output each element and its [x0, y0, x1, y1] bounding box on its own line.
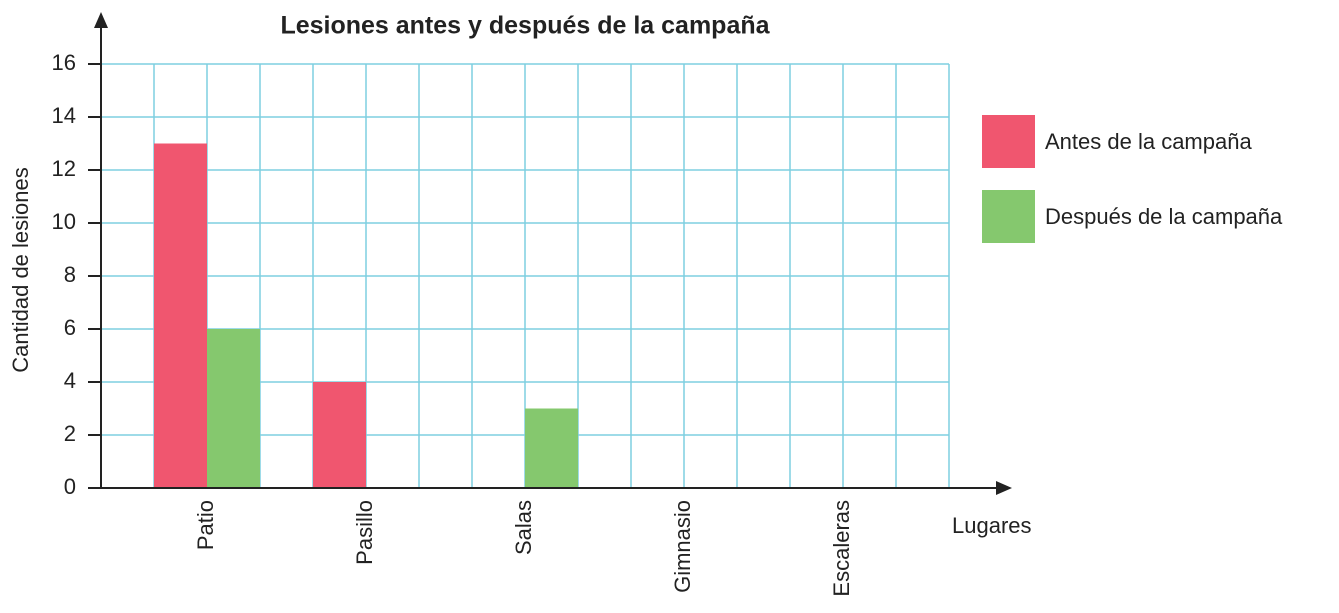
legend-swatch [982, 190, 1035, 243]
chart-title: Lesiones antes y después de la campaña [280, 12, 770, 40]
legend-label: Antes de la campaña [1045, 129, 1252, 154]
bar [154, 143, 207, 488]
x-tick-label: Salas [511, 500, 536, 555]
y-axis-arrow [94, 12, 108, 28]
bar [313, 382, 366, 488]
x-tick-label: Pasillo [352, 500, 377, 565]
y-tick-label: 12 [52, 156, 76, 181]
y-tick-label: 4 [64, 368, 76, 393]
bar [525, 408, 578, 488]
y-tick-label: 8 [64, 262, 76, 287]
y-axis-label: Cantidad de lesiones [8, 167, 33, 372]
y-tick-label: 14 [52, 103, 76, 128]
x-tick-label: Patio [193, 500, 218, 550]
x-axis-label: Lugares [952, 513, 1032, 538]
x-tick-label: Gimnasio [670, 500, 695, 593]
y-tick-label: 16 [52, 50, 76, 75]
legend-label: Después de la campaña [1045, 204, 1283, 229]
y-tick-label: 2 [64, 421, 76, 446]
y-tick-label: 0 [64, 474, 76, 499]
bar [207, 329, 260, 488]
y-tick-label: 10 [52, 209, 76, 234]
x-axis-arrow [996, 481, 1012, 495]
y-tick-label: 6 [64, 315, 76, 340]
x-tick-label: Escaleras [829, 500, 854, 597]
legend-swatch [982, 115, 1035, 168]
